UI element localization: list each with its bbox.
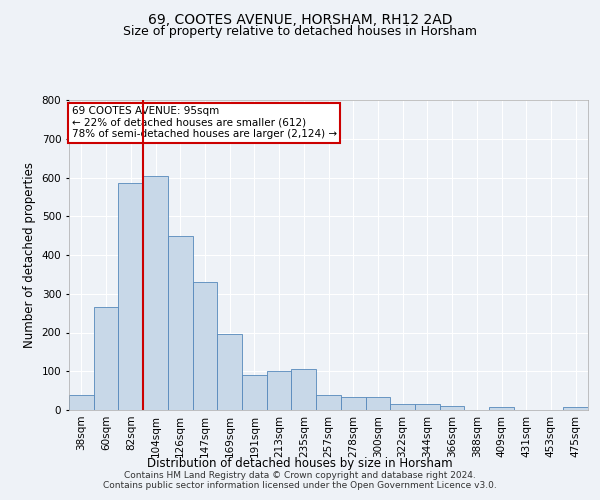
Bar [267,371,292,410]
Bar [316,396,341,410]
Y-axis label: Number of detached properties: Number of detached properties [23,162,36,348]
Text: 69 COOTES AVENUE: 95sqm
← 22% of detached houses are smaller (612)
78% of semi-d: 69 COOTES AVENUE: 95sqm ← 22% of detache… [71,106,337,140]
Bar [118,184,143,410]
Bar [193,282,217,410]
Bar [563,407,588,410]
Text: Contains HM Land Registry data © Crown copyright and database right 2024.
Contai: Contains HM Land Registry data © Crown c… [103,470,497,490]
Bar [217,334,242,410]
Bar [415,404,440,410]
Bar [341,397,365,410]
Bar [69,396,94,410]
Bar [440,406,464,410]
Text: Distribution of detached houses by size in Horsham: Distribution of detached houses by size … [147,458,453,470]
Bar [489,407,514,410]
Bar [143,176,168,410]
Text: 69, COOTES AVENUE, HORSHAM, RH12 2AD: 69, COOTES AVENUE, HORSHAM, RH12 2AD [148,12,452,26]
Bar [168,236,193,410]
Bar [292,370,316,410]
Bar [242,375,267,410]
Bar [390,404,415,410]
Text: Size of property relative to detached houses in Horsham: Size of property relative to detached ho… [123,25,477,38]
Bar [365,397,390,410]
Bar [94,308,118,410]
